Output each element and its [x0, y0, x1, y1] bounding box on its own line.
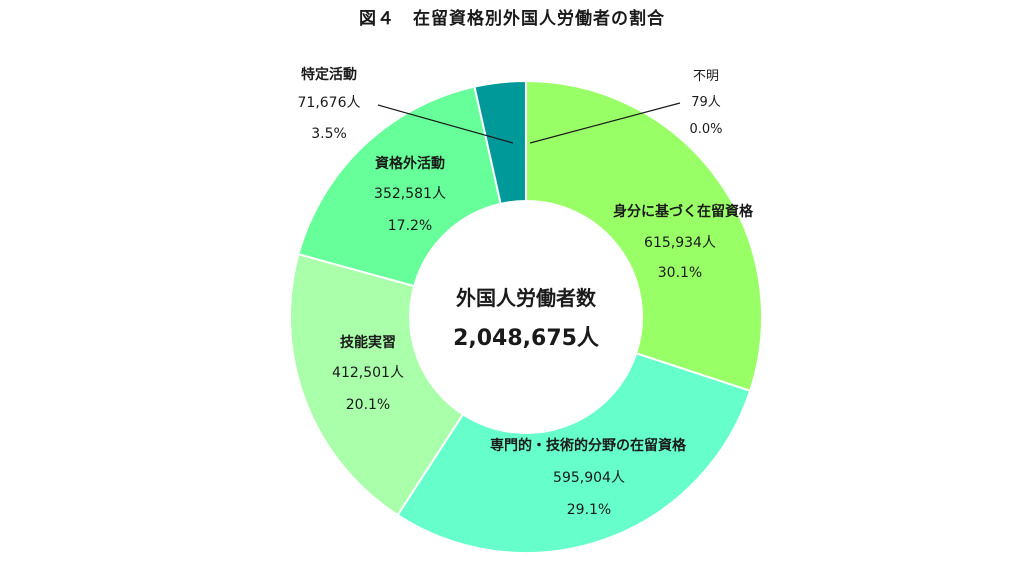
- slice-label-shikakugai: 資格外活動: [375, 156, 445, 172]
- slice-label-mibun: 身分に基づく在留資格: [613, 204, 753, 220]
- slice-1: [396, 352, 752, 554]
- leader-line-tokutei: [377, 104, 514, 144]
- slice-count-ginou: 412,501人: [332, 365, 404, 381]
- slice-3: [297, 85, 502, 288]
- slice-label-tokutei: 特定活動: [301, 67, 357, 83]
- slice-count-shikakugai: 352,581人: [374, 186, 446, 202]
- slice-count-mibun: 615,934人: [644, 235, 716, 251]
- slice-count-fumei: 79人: [691, 95, 721, 110]
- slice-0: [525, 79, 763, 393]
- slice-4: [473, 79, 527, 205]
- chart-title: 図４ 在留資格別外国人労働者の割合: [359, 9, 665, 29]
- slice-2: [289, 252, 465, 517]
- slice-count-senmon: 595,904人: [553, 470, 625, 486]
- slice-label-ginou: 技能実習: [340, 335, 396, 351]
- center-total: 2,048,675人: [453, 326, 599, 351]
- slice-percent-ginou: 20.1%: [345, 397, 391, 413]
- slice-count-tokutei: 71,676人: [297, 95, 361, 111]
- slice-label-senmon: 専門的・技術的分野の在留資格: [490, 438, 686, 454]
- slice-label-fumei: 不明: [692, 69, 720, 84]
- slice-percent-fumei: 0.0%: [689, 122, 723, 137]
- slice-percent-mibun: 30.1%: [657, 265, 703, 281]
- leader-line-fumei: [529, 102, 681, 144]
- slice-percent-shikakugai: 17.2%: [387, 218, 433, 234]
- slice-percent-senmon: 29.1%: [566, 502, 612, 518]
- center-label: 外国人労働者数: [456, 286, 596, 310]
- slice-percent-tokutei: 3.5%: [311, 126, 347, 142]
